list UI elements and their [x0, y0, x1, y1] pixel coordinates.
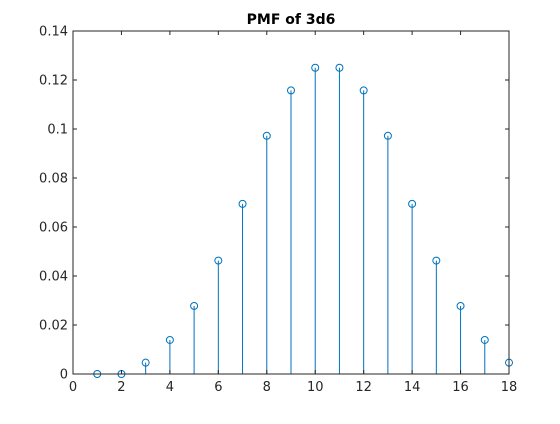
y-tick-label-0.08: 0.08: [39, 172, 68, 187]
data-point-10: [311, 63, 320, 72]
y-tick-label-0: 0: [60, 368, 68, 383]
x-tick-label-12: 12: [355, 380, 372, 395]
x-tick-label-0: 0: [69, 380, 77, 395]
data-point-7: [238, 199, 247, 208]
x-tick-label-14: 14: [404, 380, 421, 395]
x-tick-label-2: 2: [117, 380, 125, 395]
stems-group: [145, 67, 510, 374]
data-point-8: [262, 131, 271, 140]
chart-title: PMF of 3d6: [247, 12, 336, 28]
y-tick-label-0.1: 0.1: [47, 123, 68, 138]
markers-group: [93, 63, 513, 378]
tick-labels-group: 0 2 4 6 8 10 12 14 16 18 0 0.02 0.04 0.06 0.08 0.1 0.12 0…: [39, 25, 517, 396]
data-point-6: [214, 256, 223, 265]
data-point-4: [165, 335, 174, 344]
data-point-16: [456, 301, 465, 310]
x-tick-label-16: 16: [452, 380, 469, 395]
y-tick-label-0.06: 0.06: [39, 221, 68, 236]
x-tick-label-8: 8: [263, 380, 271, 395]
y-tick-label-0.14: 0.14: [39, 25, 68, 40]
axes-group: [72, 30, 510, 375]
y-tick-label-0.04: 0.04: [39, 270, 68, 285]
ticks-group: [72, 30, 510, 375]
y-tick-label-0.02: 0.02: [39, 319, 68, 334]
axes-box: [72, 30, 510, 375]
data-point-14: [408, 199, 417, 208]
data-point-11: [335, 63, 344, 72]
x-tick-label-18: 18: [501, 380, 518, 395]
x-tick-label-4: 4: [166, 380, 174, 395]
x-tick-label-10: 10: [307, 380, 324, 395]
data-point-5: [190, 301, 199, 310]
data-point-13: [383, 131, 392, 140]
data-point-15: [432, 256, 441, 265]
data-point-17: [480, 335, 489, 344]
data-point-9: [287, 86, 295, 95]
y-tick-label-0.12: 0.12: [39, 74, 68, 89]
data-point-12: [359, 86, 368, 95]
x-tick-label-6: 6: [214, 380, 222, 395]
data-point-3: [141, 358, 150, 367]
